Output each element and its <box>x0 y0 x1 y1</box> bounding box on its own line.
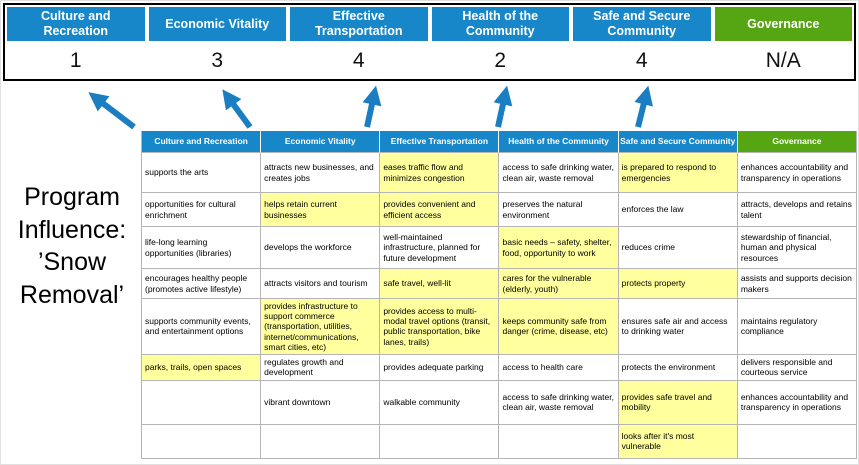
table-cell: enforces the law <box>618 193 738 227</box>
table-cell <box>142 424 262 459</box>
table-cell: enhances accountability and transparency… <box>737 380 857 425</box>
table-cell: helps retain current businesses <box>261 193 381 227</box>
table-cell: reduces crime <box>618 227 738 269</box>
table-row: vibrant downtown walkable community access… <box>142 380 857 425</box>
table-cell: provides adequate parking <box>380 354 500 381</box>
table-row: life-long learning opportunities (librar… <box>142 227 857 269</box>
table-cell: preserves the natural environment <box>499 193 619 227</box>
score-value: 1 <box>69 49 82 72</box>
table-cell: attracts, develops and retains talent <box>737 193 857 227</box>
table-cell: looks after it's most vulnerable <box>618 424 738 459</box>
table-cell: basic needs – safety, shelter, food, opp… <box>499 227 619 269</box>
table-cell: regulates growth and development <box>261 354 381 381</box>
scoreboard-column: Safe and Secure Community 4 <box>571 5 713 79</box>
table-cell: keeps community safe from danger (crime,… <box>499 299 619 355</box>
scoreboard-header: Safe and Secure Community <box>573 7 711 41</box>
scoreboard-column: Culture and Recreation 1 <box>5 5 147 79</box>
table-row: parks, trails, open spaces regulates grow… <box>142 354 857 381</box>
influence-arrow <box>493 85 513 128</box>
score-value: 4 <box>352 49 365 72</box>
table-cell: protects the environment <box>618 354 738 381</box>
scoreboard-header: Health of the Community <box>431 7 569 41</box>
table-cell: provides infrastructure to support comme… <box>261 299 381 355</box>
scoreboard: Culture and Recreation 1 Economic Vitality… <box>3 3 856 81</box>
table-header-cell: Culture and Recreation <box>142 131 262 153</box>
score-value: 3 <box>211 49 224 72</box>
scoreboard-header: Culture and Recreation <box>7 7 145 41</box>
table-cell: attracts new businesses, and creates job… <box>261 153 381 193</box>
table-cell: eases traffic flow and minimizes congest… <box>380 153 500 193</box>
table-cell: safe travel, well-lit <box>380 269 500 299</box>
table-cell <box>261 424 381 459</box>
table-cell: well-maintained infrastructure, planned … <box>380 227 500 269</box>
table-cell: encourages healthy people (promotes acti… <box>142 269 262 299</box>
scoreboard-header: Economic Vitality <box>148 7 286 41</box>
page-title: Program Influence: ’Snow Removal’ <box>17 183 127 309</box>
table-cell: supports the arts <box>142 153 262 193</box>
table-cell: is prepared to respond to emergencies <box>618 153 738 193</box>
table-cell: stewardship of financial, human and phys… <box>737 227 857 269</box>
table-cell: provides convenient and efficient access <box>380 193 500 227</box>
scoreboard-column: Economic Vitality 3 <box>147 5 289 79</box>
scoreboard-header: Effective Transportation <box>290 7 428 41</box>
table-row: opportunities for cultural enrichment hel… <box>142 193 857 227</box>
table-cell: parks, trails, open spaces <box>142 354 262 381</box>
scoreboard-column: Effective Transportation 4 <box>288 5 430 79</box>
influence-arrow <box>222 89 253 129</box>
influence-arrow <box>362 85 382 128</box>
table-cell: provides access to multi-modal travel op… <box>380 299 500 355</box>
table-cell: develops the workforce <box>261 227 381 269</box>
table-cell <box>499 424 619 459</box>
table-header-row: Culture and Recreation Economic Vitality E… <box>142 131 857 153</box>
table-cell: ensures safe air and access to drinking … <box>618 299 738 355</box>
table-header-cell: Safe and Secure Community <box>618 131 738 153</box>
table-cell: vibrant downtown <box>261 380 381 425</box>
table-row: encourages healthy people (promotes acti… <box>142 269 857 299</box>
score-value: 4 <box>635 49 648 72</box>
table-cell: delivers responsible and courteous servi… <box>737 354 857 381</box>
score-value: N/A <box>765 49 801 72</box>
table-cell: supports community events, and entertain… <box>142 299 262 355</box>
table-cell: maintains regulatory compliance <box>737 299 857 355</box>
table-cell: enhances accountability and transparency… <box>737 153 857 193</box>
table-cell: protects property <box>618 269 738 299</box>
table-cell: attracts visitors and tourism <box>261 269 381 299</box>
table-row: looks after it's most vulnerable <box>142 424 857 459</box>
score-value: 2 <box>494 49 507 72</box>
influence-arrow <box>634 85 653 128</box>
table-cell: access to health care <box>499 354 619 381</box>
table-row: supports the arts attracts new businesses… <box>142 153 857 193</box>
table-cell <box>737 424 857 459</box>
table-cell: assists and supports decision makers <box>737 269 857 299</box>
table-header-cell: Effective Transportation <box>380 131 500 153</box>
table-cell: life-long learning opportunities (librar… <box>142 227 262 269</box>
table-cell <box>142 380 262 425</box>
scoreboard-column: Health of the Community 2 <box>430 5 572 79</box>
table-cell <box>380 424 500 459</box>
priority-table: Culture and Recreation Economic Vitality E… <box>141 131 857 459</box>
table-cell: opportunities for cultural enrichment <box>142 193 262 227</box>
table-cell: access to safe drinking water, clean air… <box>499 380 619 425</box>
table-header-cell: Economic Vitality <box>261 131 381 153</box>
table-header-cell: Health of the Community <box>499 131 619 153</box>
scoreboard-header: Governance <box>714 7 852 41</box>
scoreboard-column: Governance N/A <box>713 5 855 79</box>
table-cell: provides safe travel and mobility <box>618 380 738 425</box>
table-row: supports community events, and entertain… <box>142 299 857 355</box>
table-cell: walkable community <box>380 380 500 425</box>
table-cell: cares for the vulnerable (elderly, youth… <box>499 269 619 299</box>
influence-arrow <box>88 92 136 130</box>
table-header-cell: Governance <box>737 131 857 153</box>
table-cell: access to safe drinking water, clean air… <box>499 153 619 193</box>
